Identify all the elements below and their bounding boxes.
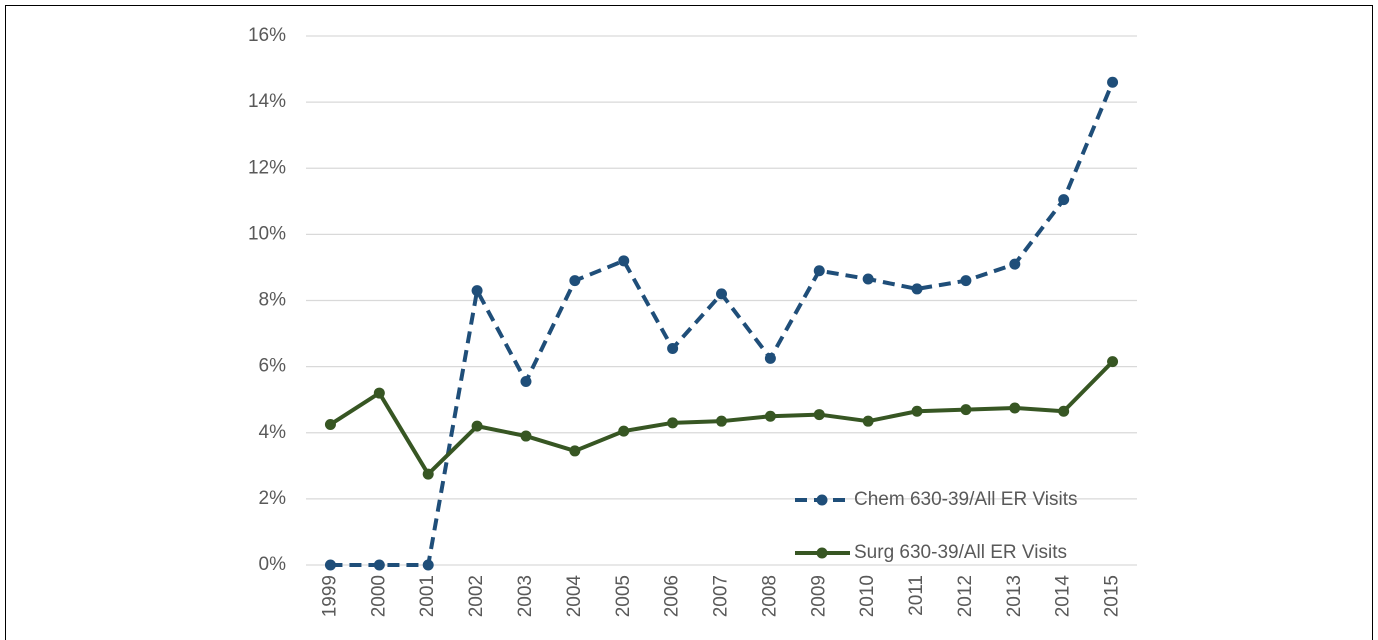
x-tick-label: 2002 [466, 575, 487, 617]
x-tick-label: 2011 [906, 575, 927, 616]
data-point [813, 409, 825, 421]
x-tick-label: 2007 [711, 575, 732, 617]
data-point [1009, 258, 1021, 270]
data-point [667, 342, 679, 354]
x-tick-label: 2013 [1004, 575, 1025, 617]
x-tick-label: 2015 [1102, 575, 1123, 617]
data-point [911, 405, 923, 417]
data-point [471, 285, 483, 297]
data-point [716, 288, 727, 300]
legend-marker [816, 547, 828, 559]
data-point [324, 559, 336, 571]
x-tick-label: 2012 [955, 575, 976, 617]
data-point [1058, 405, 1070, 417]
data-point [324, 418, 336, 430]
x-tick-label: 2004 [564, 575, 585, 618]
data-point [618, 255, 630, 267]
data-point [618, 425, 630, 437]
data-point [422, 468, 434, 480]
data-point [862, 415, 874, 427]
data-point [422, 559, 434, 571]
data-point [1107, 356, 1119, 368]
data-point [862, 273, 874, 285]
data-point [373, 387, 385, 399]
data-point [813, 265, 825, 277]
x-tick-label: 2008 [759, 575, 780, 617]
data-point [960, 275, 972, 287]
x-tick-label: 2001 [417, 575, 438, 617]
data-point [667, 417, 679, 429]
y-tick-label: 16% [248, 25, 286, 46]
data-point [716, 415, 727, 427]
x-tick-label: 2009 [808, 575, 829, 617]
y-tick-label: 8% [259, 290, 287, 311]
x-tick-label: 2000 [368, 575, 389, 617]
data-point [1107, 76, 1119, 88]
y-tick-label: 2% [259, 488, 287, 509]
y-tick-label: 12% [248, 157, 286, 178]
legend-label: Chem 630-39/All ER Visits [854, 489, 1078, 510]
data-point [960, 404, 972, 416]
y-tick-label: 0% [259, 554, 287, 575]
data-point [764, 410, 776, 422]
x-tick-label: 2003 [515, 575, 536, 617]
data-point [520, 376, 532, 388]
data-point [520, 430, 532, 442]
y-tick-label: 10% [248, 223, 286, 244]
data-point [373, 559, 385, 571]
x-tick-label: 2006 [662, 575, 683, 617]
legend-marker [816, 494, 828, 506]
y-tick-label: 6% [259, 356, 287, 377]
data-point [569, 275, 581, 287]
data-point [471, 420, 483, 432]
y-tick-label: 4% [259, 422, 287, 443]
x-tick-label: 2005 [613, 575, 634, 617]
data-point [569, 445, 581, 457]
x-tick-label: 2014 [1053, 575, 1074, 618]
data-point [1058, 194, 1070, 206]
x-tick-label: 2010 [857, 575, 878, 617]
data-point [764, 352, 776, 364]
y-tick-label: 14% [248, 91, 286, 112]
x-tick-label: 1999 [319, 575, 340, 617]
data-point [911, 283, 923, 295]
legend-label: Surg 630-39/All ER Visits [854, 542, 1067, 563]
chart-border [5, 5, 1373, 640]
data-point [1009, 402, 1021, 414]
